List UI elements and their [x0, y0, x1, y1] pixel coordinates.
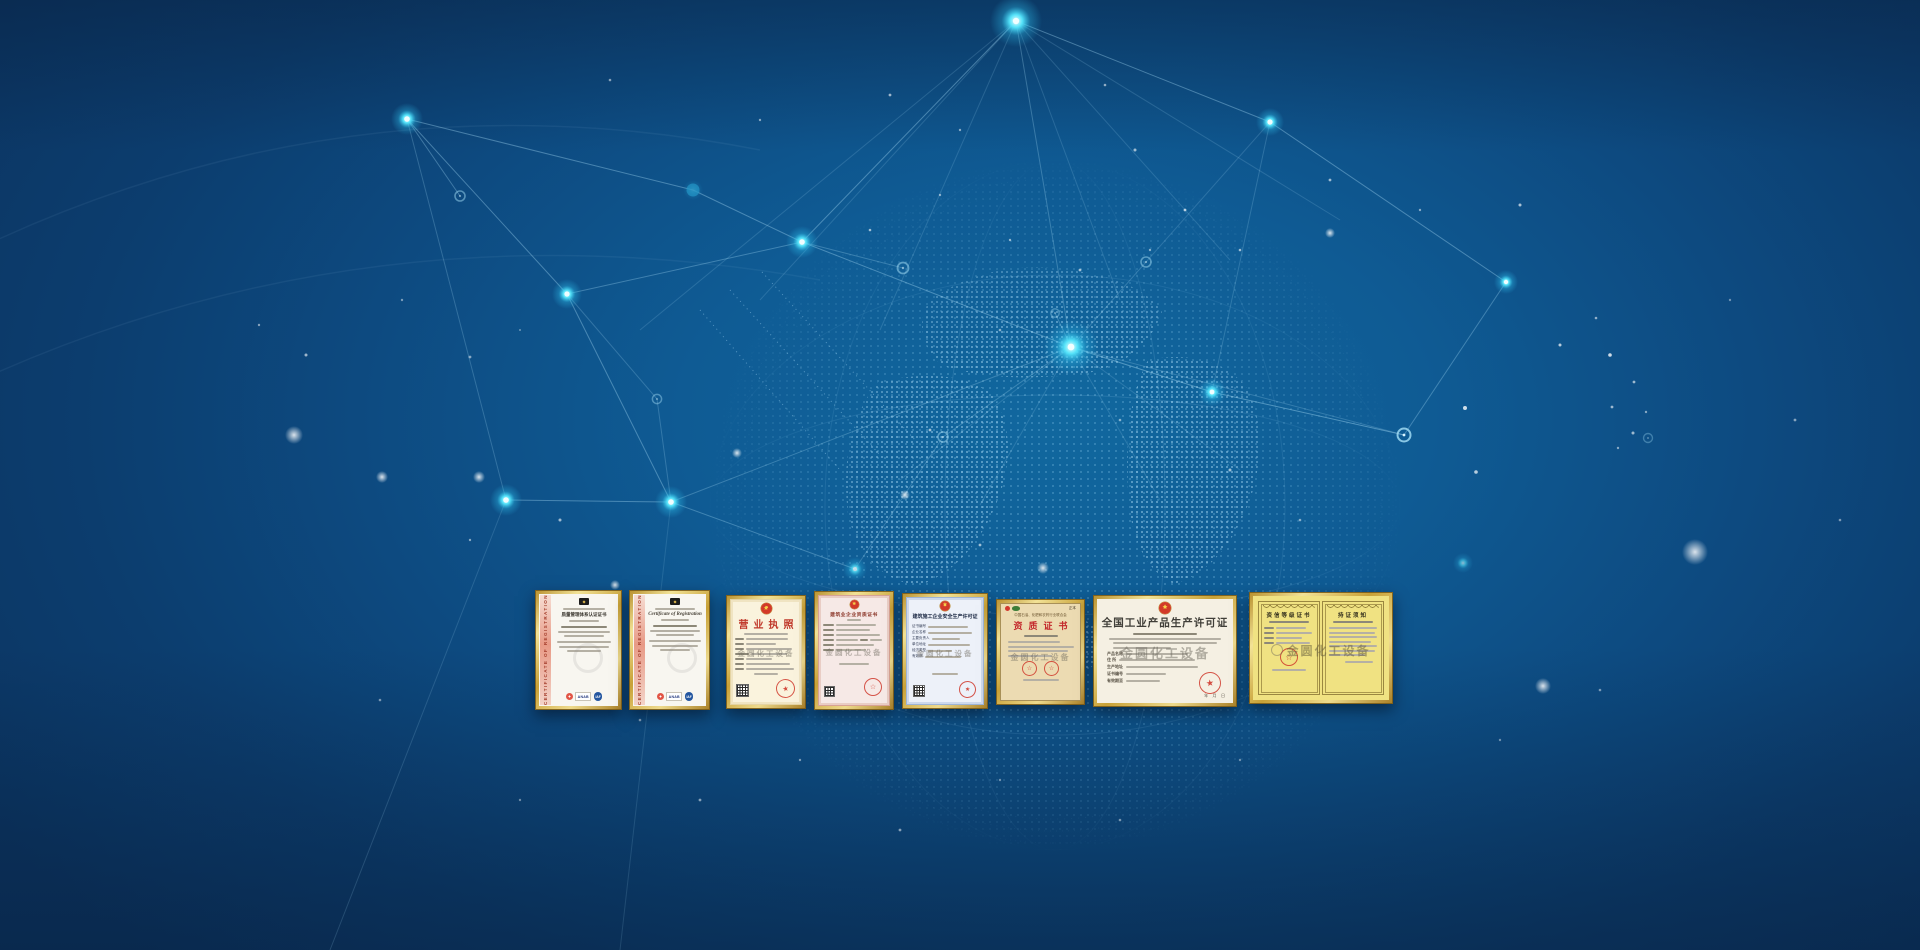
- certificate-business-license[interactable]: ★ 营业执照 金圆化工设备 ★: [726, 595, 806, 709]
- certificate-title: 资质证书: [1013, 621, 1074, 631]
- star-dots: [257, 78, 1842, 832]
- field-label: 住 所: [1107, 657, 1117, 663]
- certification-seal-logo: [565, 693, 573, 700]
- certifier-logo: ◆: [579, 598, 589, 605]
- dotted-globe: [709, 159, 1401, 851]
- certificate-title: 营业执照: [738, 620, 799, 631]
- certificate-side-band: CERTIFICATE OF REGISTRATION: [634, 594, 645, 706]
- certificate-production-license[interactable]: ★ 全国工业产品生产许可证 产品名称 住 所 生产地址 证书编号 有效期至 金圆…: [1093, 595, 1237, 707]
- bokeh-dots: [285, 228, 1708, 694]
- copy-label: 正本: [1068, 606, 1076, 610]
- national-emblem-icon: ★: [760, 603, 772, 614]
- watermark-circle: [573, 643, 603, 673]
- certificate-industry-qualification[interactable]: 正本 中国石油、化肥和农药行业联合会 资质证书 金圆化工设备 ☆ ☆: [996, 599, 1085, 705]
- field-label: 单位地址: [912, 642, 926, 647]
- iaf-logo: IAF: [684, 692, 694, 701]
- red-seal: ☆: [1044, 660, 1059, 676]
- date-line: 年 月 日: [1204, 693, 1225, 698]
- field-label: 企业名称: [912, 630, 926, 635]
- credit-cert-left-page: 资信等级证书 ☆: [1258, 601, 1320, 695]
- field-label: 证书编号: [1107, 670, 1123, 676]
- certificate-title: 建筑业企业资质证书: [830, 613, 878, 618]
- issuer-logo-red-icon: [1005, 606, 1010, 611]
- red-seal: ★: [774, 677, 797, 700]
- qr-code: [824, 686, 835, 697]
- field-label: 生产地址: [1107, 664, 1123, 670]
- anab-logo: ANAB: [666, 692, 683, 701]
- ring-nodes: [454, 190, 1654, 444]
- issuer-line: 中国石油、化肥和农药行业联合会: [1014, 613, 1067, 617]
- certificate-construction-safety-license[interactable]: ★ 建筑施工企业安全生产许可证 证书编号 企业名称 主要负责人 单位地址 经济类…: [902, 593, 988, 709]
- glow-nodes: [391, 0, 1518, 581]
- certificate-construction-qualification[interactable]: ★ 建筑业企业资质证书 金圆化工设备 ☆: [814, 591, 894, 710]
- certificate-title: 全国工业产品生产许可证: [1101, 617, 1229, 629]
- issuer-logo-green-icon: [1012, 606, 1020, 611]
- field-label: 有效期至: [1107, 677, 1123, 683]
- red-star-seal: ☆: [864, 678, 882, 696]
- field-label: 有效期: [912, 654, 923, 659]
- credit-cert-right-page: 持证须知: [1322, 601, 1384, 695]
- national-emblem-icon: ★: [940, 601, 950, 611]
- national-emblem-icon: ★: [1159, 602, 1171, 614]
- certificate-iso-quality-cn[interactable]: CERTIFICATE OF REGISTRATION ◆ 质量管理体系认证证书: [535, 590, 622, 710]
- red-seal: ★: [957, 679, 978, 700]
- certificate-side-band: CERTIFICATE OF REGISTRATION: [540, 594, 551, 706]
- red-star-seal: ☆: [1280, 648, 1298, 666]
- certificate-iso-registration-en[interactable]: CERTIFICATE OF REGISTRATION ◆ Certificat…: [629, 590, 710, 710]
- certificate-credit-rating[interactable]: 资信等级证书 ☆ 持证须知: [1249, 592, 1393, 704]
- side-band-label: CERTIFICATE OF REGISTRATION: [543, 594, 548, 706]
- certificate-title: Certificate of Registration: [648, 611, 702, 617]
- qr-code: [736, 684, 749, 697]
- national-emblem-icon: ★: [849, 600, 859, 609]
- field-label: 主要负责人: [912, 636, 930, 641]
- certification-seal-logo: [656, 693, 664, 700]
- garland-decoration: [1327, 605, 1379, 609]
- anab-logo: ANAB: [575, 692, 592, 701]
- certificate-title: 资信等级证书: [1266, 613, 1312, 619]
- field-label: 经济类型: [912, 648, 926, 653]
- certificate-title: 持证须知: [1337, 613, 1368, 619]
- field-label: 证书编号: [912, 624, 926, 628]
- dotted-streaks: [699, 271, 916, 471]
- watermark-circle: [667, 643, 697, 673]
- iaf-logo: IAF: [593, 692, 603, 701]
- field-label: 产品名称: [1107, 650, 1123, 656]
- qr-code: [913, 685, 925, 697]
- side-band-label: CERTIFICATE OF REGISTRATION: [637, 594, 642, 706]
- background-arcs: [0, 124, 821, 373]
- certifier-logo: ◆: [670, 598, 680, 605]
- garland-decoration: [1263, 605, 1315, 609]
- red-seal: ☆: [1022, 660, 1037, 676]
- certificate-title: 质量管理体系认证证书: [561, 611, 607, 617]
- certificate-title: 建筑施工企业安全生产许可证: [912, 614, 978, 620]
